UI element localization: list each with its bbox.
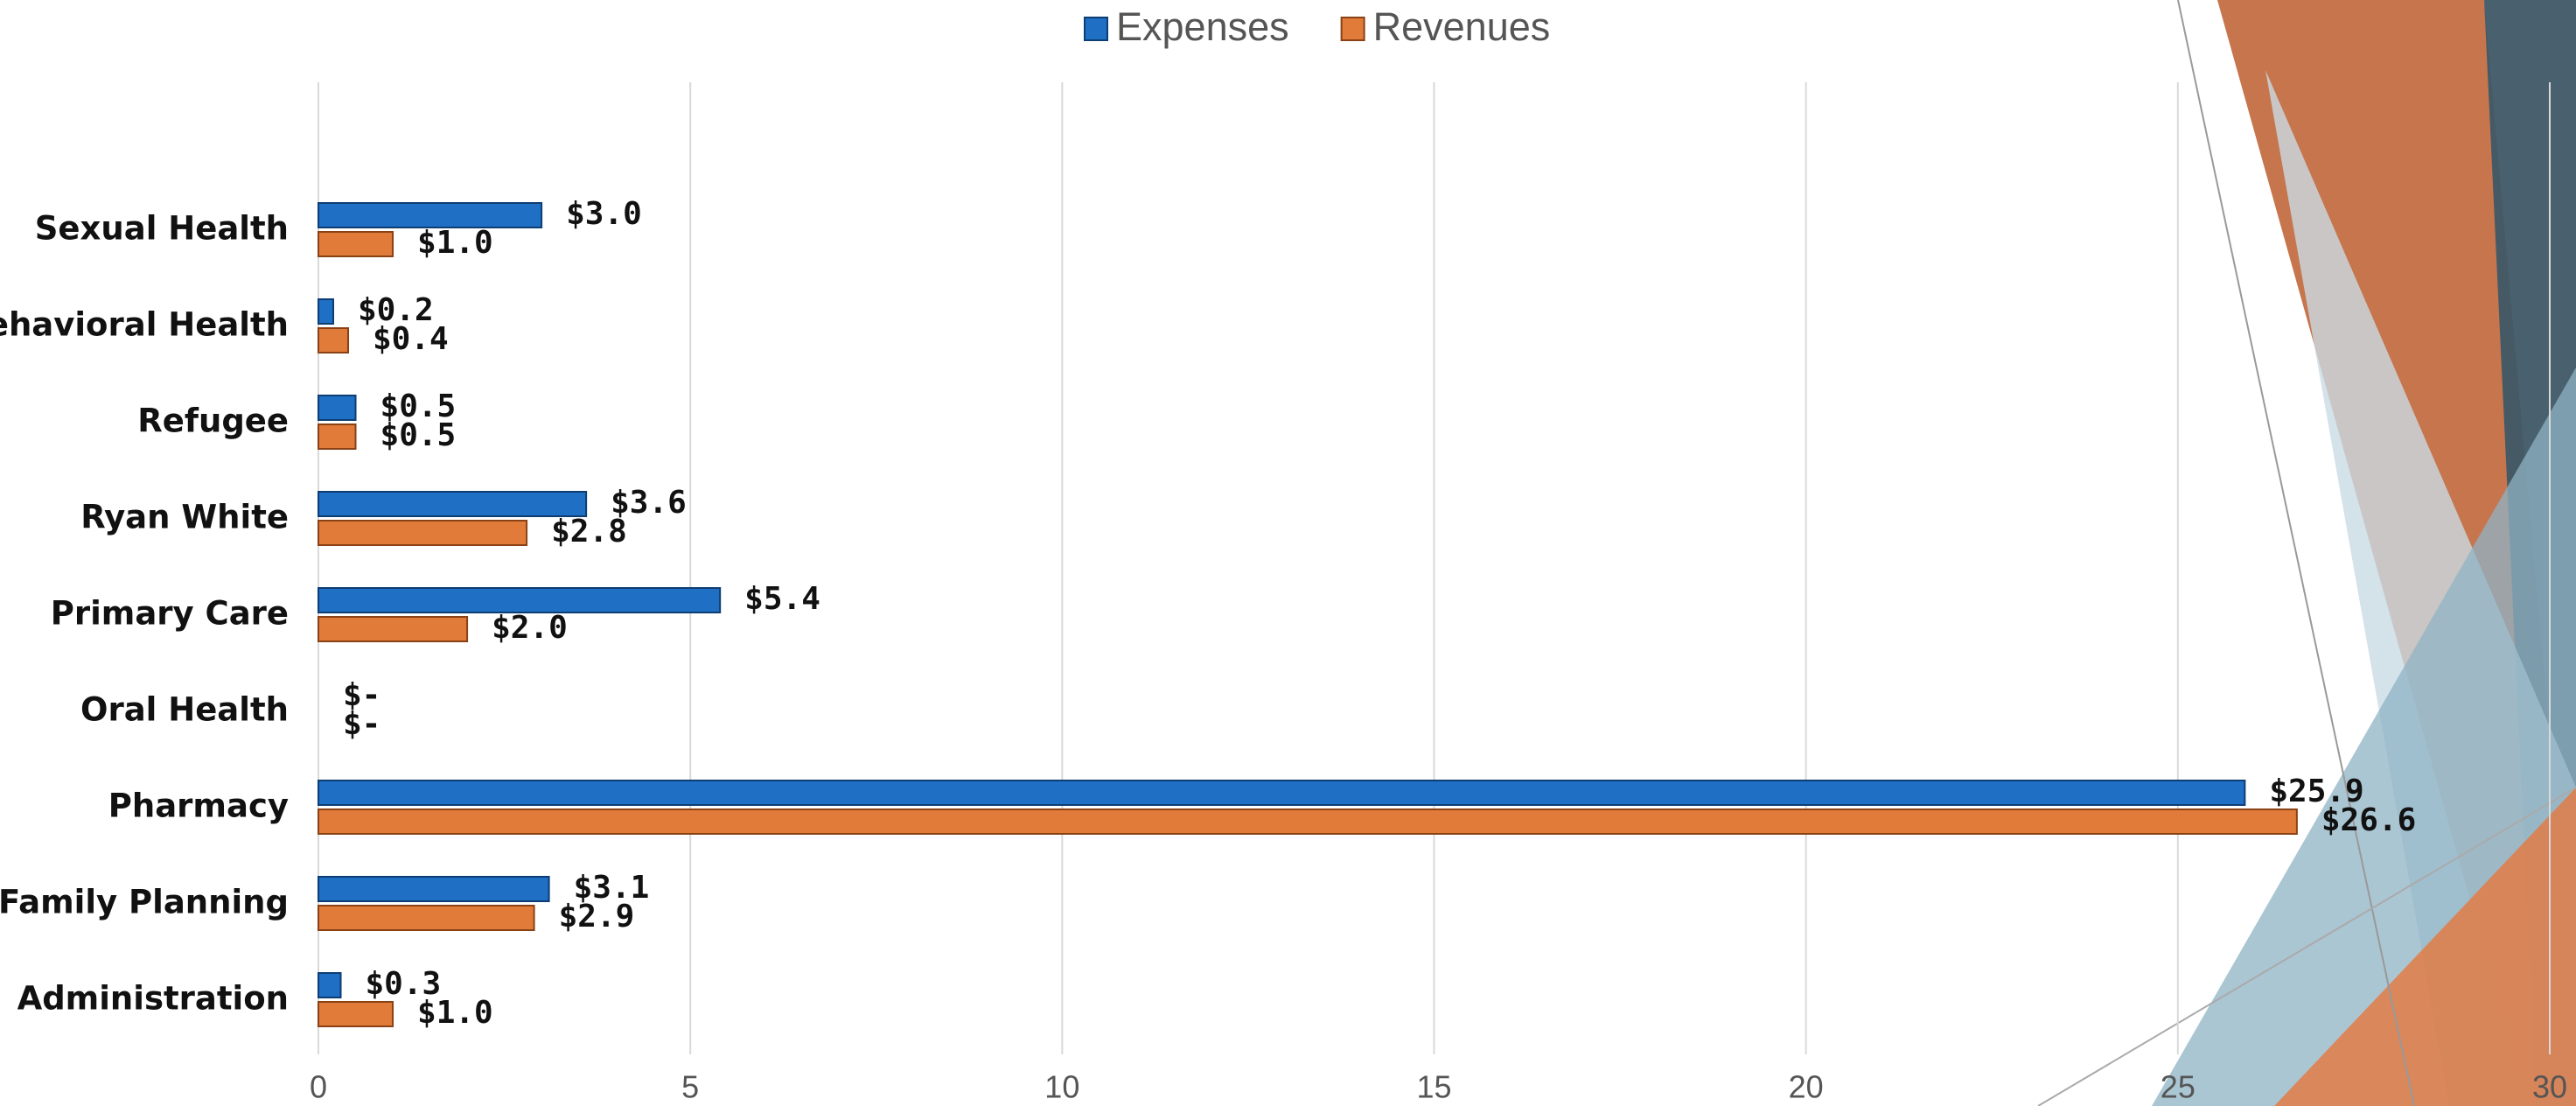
value-label: $0.2 (358, 292, 434, 328)
category-label: Administration (17, 980, 289, 1018)
category-label: Primary Care (51, 595, 289, 633)
value-label: $0.4 (373, 321, 449, 357)
value-label: $3.1 (574, 870, 650, 906)
bar (318, 202, 543, 228)
legend-label: Expenses (1116, 4, 1289, 49)
bar (318, 616, 469, 642)
value-label: $- (343, 706, 380, 742)
category-label: Behavioral Health (0, 306, 289, 344)
category-label: Sexual Health (35, 210, 289, 248)
bar (318, 491, 588, 517)
value-label: $2.0 (492, 610, 568, 646)
category-label: Refugee (137, 402, 289, 440)
bar (318, 972, 342, 998)
bar (318, 520, 528, 546)
bar (318, 808, 2298, 835)
legend-label: Revenues (1373, 4, 1551, 49)
x-tick-label: 15 (1416, 1069, 1451, 1105)
value-label: $25.9 (2269, 774, 2363, 809)
value-label: $3.6 (611, 485, 687, 521)
bar (318, 780, 2246, 806)
value-label: $0.3 (366, 966, 442, 1002)
x-tick-label: 0 (310, 1069, 327, 1105)
legend-swatch (1084, 17, 1108, 41)
bar (318, 395, 357, 421)
value-label: $- (343, 677, 380, 713)
bar (318, 231, 394, 257)
bar (318, 424, 357, 450)
bar (318, 1001, 394, 1027)
category-label: Pharmacy (108, 788, 289, 825)
bar (318, 876, 550, 902)
bar (318, 587, 722, 613)
value-label: $2.8 (551, 514, 627, 550)
x-tick-label: 25 (2161, 1069, 2196, 1105)
x-tick-label: 30 (2532, 1069, 2567, 1105)
value-label: $2.9 (559, 899, 635, 934)
category-label: Oral Health (80, 691, 289, 729)
category-label: Family Planning (0, 884, 289, 921)
value-label: $0.5 (380, 417, 457, 453)
legend-swatch (1340, 17, 1365, 41)
x-tick-label: 10 (1044, 1069, 1079, 1105)
value-label: $1.0 (417, 995, 493, 1031)
value-label: $3.0 (566, 196, 642, 232)
value-label: $1.0 (417, 225, 493, 261)
value-label: $5.4 (744, 581, 820, 617)
value-label: $26.6 (2321, 802, 2416, 838)
category-label: Ryan White (80, 499, 289, 536)
bar (318, 327, 350, 354)
bar (318, 905, 535, 931)
decoration (2037, 0, 2576, 1106)
bar (318, 298, 335, 325)
value-label: $0.5 (380, 388, 457, 424)
x-tick-label: 20 (1789, 1069, 1824, 1105)
x-tick-label: 5 (681, 1069, 699, 1105)
